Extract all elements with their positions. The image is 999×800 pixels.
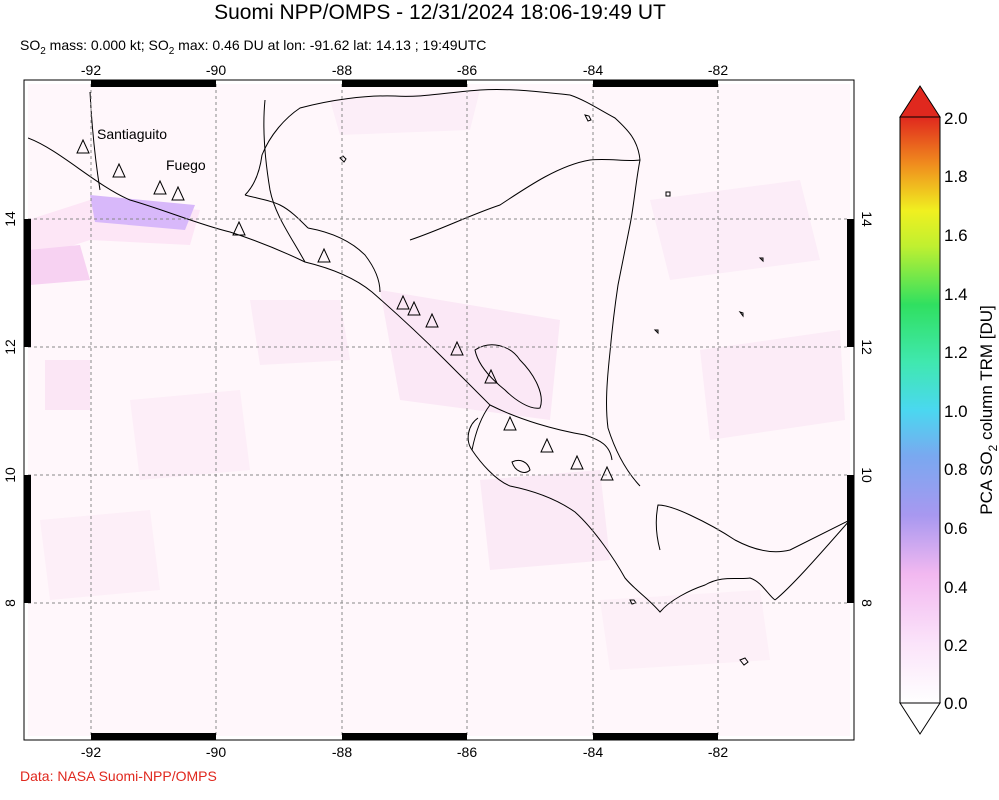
colorbar-label-sub: 2 (986, 444, 999, 451)
volcano-triangle-icon (112, 162, 126, 178)
volcano-triangle-icon (600, 465, 614, 481)
subtitle-sub2-b: 2 (168, 45, 175, 57)
volcano-markers (76, 138, 614, 481)
volcano-label-santiaguito: Santiaguito (97, 126, 167, 142)
map-gridlines (28, 84, 850, 736)
lon-tick-top: -86 (457, 62, 477, 78)
colorbar-tick: 0.6 (944, 519, 968, 538)
lat-tick-left: 8 (2, 599, 18, 607)
lon-tick-top: -82 (708, 62, 728, 78)
volcano-triangle-icon (396, 294, 410, 310)
lon-tick-bottom: -90 (206, 744, 226, 760)
map-title: Suomi NPP/OMPS - 12/31/2024 18:06-19:49 … (214, 1, 666, 24)
volcano-label-fuego: Fuego (166, 157, 206, 173)
colorbar-tick: 1.6 (944, 226, 968, 245)
lon-tick-bottom: -88 (332, 744, 352, 760)
volcano-triangle-icon (450, 340, 464, 356)
volcano-triangle-icon (484, 368, 498, 384)
lon-tick-bottom: -86 (457, 744, 477, 760)
volcano-triangle-icon (503, 415, 517, 431)
colorbar-tick: 0.0 (944, 694, 968, 713)
colorbar-tick: 1.8 (944, 167, 968, 186)
colorbar-tick: 1.2 (944, 343, 968, 362)
colorbar-tick: 0.8 (944, 460, 968, 479)
volcano-triangle-icon (232, 220, 246, 236)
lon-tick-top: -92 (81, 62, 101, 78)
lat-tick-left: 14 (2, 211, 18, 227)
lon-tick-bottom: -84 (583, 744, 603, 760)
colorbar-tick: 2.0 (944, 109, 968, 128)
lat-tick-left: 12 (2, 339, 18, 355)
lat-ticks: 14 12 10 8 14 12 10 8 (2, 211, 875, 607)
lon-tick-top: -90 (206, 62, 226, 78)
lon-tick-bottom: -92 (81, 744, 101, 760)
volcano-triangle-icon (570, 454, 584, 470)
volcano-triangle-icon (76, 138, 90, 154)
lon-tick-top: -84 (583, 62, 603, 78)
map-frame-ticks (24, 80, 854, 740)
lon-ticks: -92 -90 -88 -86 -84 -82 -92 -90 -88 -86 … (81, 62, 728, 760)
colorbar-gradient (899, 116, 941, 704)
colorbar-min-arrow-icon (899, 702, 941, 735)
colorbar-tick: 1.0 (944, 402, 968, 421)
colorbar-label-main: PCA SO (977, 451, 996, 514)
volcano-triangle-icon (317, 247, 331, 263)
subtitle-mass: mass: 0.000 kt; SO (45, 37, 169, 53)
map-subtitle: SO2 mass: 0.000 kt; SO2 max: 0.46 DU at … (20, 36, 486, 61)
colorbar-tick: 0.4 (944, 578, 968, 597)
lat-tick-right: 12 (859, 339, 875, 355)
volcano-triangle-icon (425, 312, 439, 328)
volcano-triangle-icon (153, 179, 167, 195)
lat-tick-right: 8 (859, 599, 875, 607)
subtitle-so2: SO (20, 37, 41, 53)
volcano-triangle-icon (171, 185, 185, 201)
colorbar-tick: 0.2 (944, 636, 968, 655)
lon-tick-top: -88 (332, 62, 352, 78)
lat-tick-left: 10 (2, 467, 18, 483)
data-credit: Data: NASA Suomi-NPP/OMPS (20, 768, 217, 784)
volcano-triangle-icon (540, 437, 554, 453)
subtitle-sub2: 2 (40, 45, 46, 57)
lat-tick-right: 14 (859, 211, 875, 227)
lat-tick-right: 10 (859, 467, 875, 483)
colorbar-max-arrow-icon (899, 85, 941, 118)
colorbar-label: PCA SO2 column TRM [DU] (977, 305, 999, 515)
colorbar-label-rest: column TRM [DU] (977, 305, 996, 445)
subtitle-max: max: 0.46 DU at lon: -91.62 lat: 14.13 ;… (174, 37, 487, 53)
volcano-triangle-icon (407, 300, 421, 316)
so2-swath (28, 84, 850, 736)
colorbar-ticks: 2.0 1.8 1.6 1.4 1.2 1.0 0.8 0.6 0.4 0.2 … (944, 109, 968, 713)
lon-tick-bottom: -82 (708, 744, 728, 760)
colorbar: 2.0 1.8 1.6 1.4 1.2 1.0 0.8 0.6 0.4 0.2 … (899, 85, 999, 735)
colorbar-tick: 1.4 (944, 285, 968, 304)
